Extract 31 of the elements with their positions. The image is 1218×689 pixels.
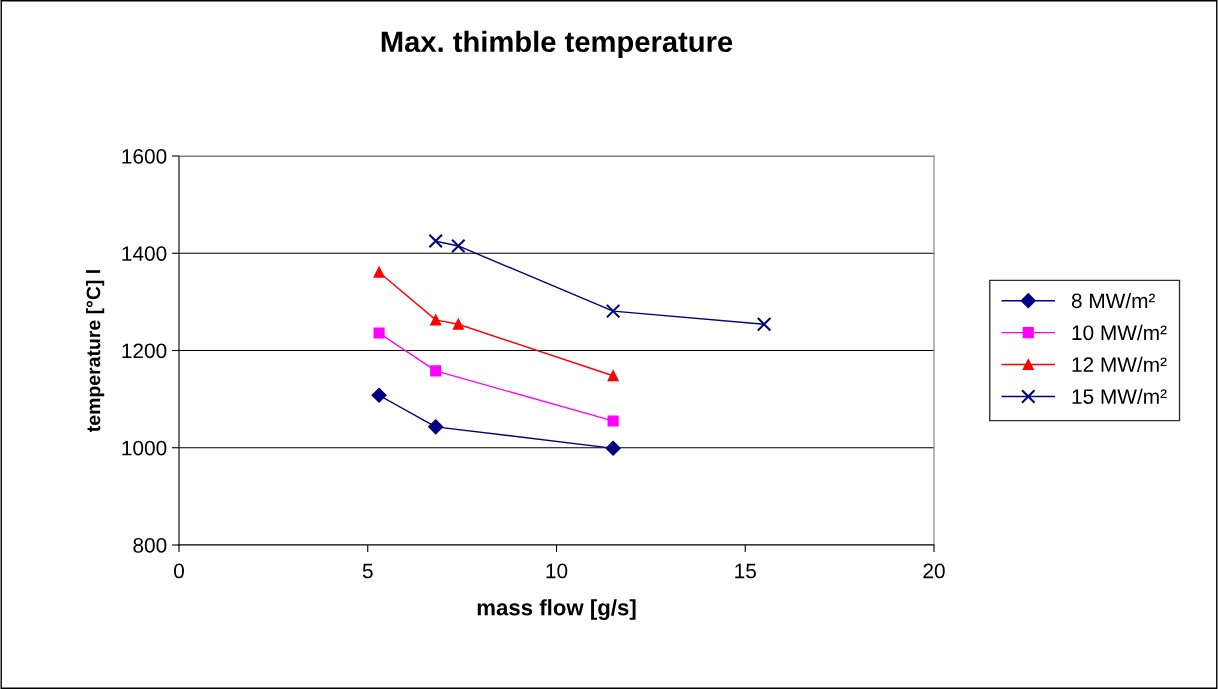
point <box>373 327 385 339</box>
point <box>428 233 443 249</box>
point <box>373 266 385 278</box>
x-tick-label: 15 <box>735 563 756 579</box>
point <box>428 419 444 435</box>
x-tick-label: 10 <box>546 563 568 579</box>
legend-label: 15 MW/m² <box>1072 388 1167 404</box>
point <box>430 314 442 326</box>
legend-label: 12 MW/m² <box>1072 356 1167 373</box>
x-axis-title: mass flow [g/s] <box>477 599 636 620</box>
y-tick-label: 1000 <box>122 440 167 456</box>
y-tick-label: 800 <box>133 538 167 553</box>
point <box>605 303 621 319</box>
x-tick-label: 5 <box>362 563 373 579</box>
y-tick-label: 1600 <box>122 149 167 164</box>
point <box>607 370 619 382</box>
y-tick-label: 1400 <box>122 246 167 261</box>
point <box>430 365 442 377</box>
point <box>451 238 466 254</box>
x-tick-label: 0 <box>174 563 184 579</box>
y-tick-label: 1200 <box>122 343 167 359</box>
legend-label: 10 MW/m² <box>1072 324 1167 341</box>
point <box>756 316 772 332</box>
legend-label: 8 MW/m² <box>1071 292 1156 309</box>
point <box>452 318 464 330</box>
y-axis-title: temperature [°C] l <box>86 270 105 432</box>
point <box>605 440 621 456</box>
point <box>371 387 387 403</box>
point <box>607 415 619 427</box>
chart-title: Max. thimble temperature <box>381 30 733 58</box>
x-tick-label: 20 <box>923 563 945 579</box>
